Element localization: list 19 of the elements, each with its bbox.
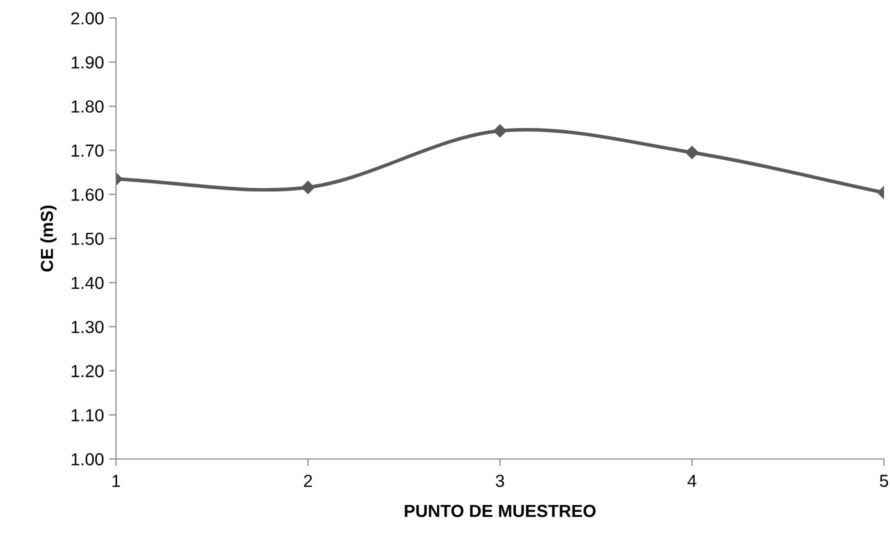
y-tick-label: 1.70 <box>72 144 104 157</box>
y-axis-title: CE (mS) <box>40 206 57 272</box>
y-tick-label: 1.40 <box>72 276 104 290</box>
point <box>493 124 507 138</box>
y-tick-label: 1.80 <box>72 100 104 113</box>
y-tick-label: 2.00 <box>71 12 104 24</box>
x-tick-label: 4 <box>688 474 696 487</box>
y-tick-label: 1.90 <box>72 56 104 69</box>
y-tick-label: 1.00 <box>72 453 104 466</box>
y-tick-label: 1.20 <box>72 364 104 378</box>
y-tick-label: 1.50 <box>72 232 104 245</box>
y-tick-label: 1.30 <box>72 320 104 334</box>
y-tick-label: 1.10 <box>72 409 104 422</box>
x-tick-label: 2 <box>304 474 312 487</box>
y-tick-label: 1.60 <box>72 188 104 201</box>
x-tick-label: 3 <box>496 474 504 488</box>
x-tick-label: 5 <box>880 474 888 488</box>
x-tick-label: 1 <box>112 474 120 487</box>
x-axis-title: PUNTO DE MUESTREO <box>404 504 596 518</box>
